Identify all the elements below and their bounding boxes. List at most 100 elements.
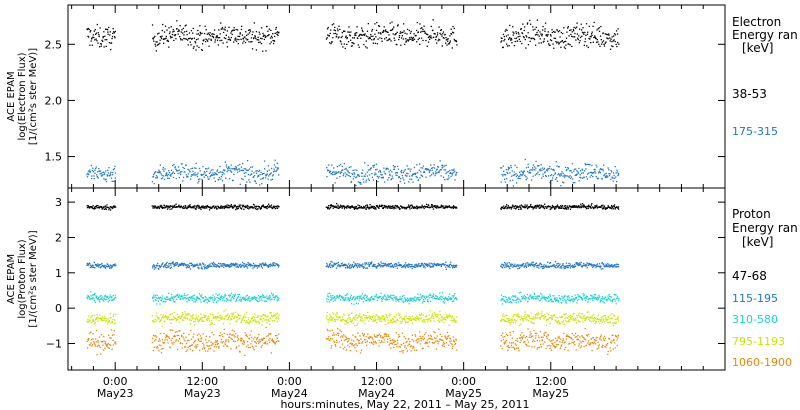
data-point xyxy=(212,263,214,265)
data-point xyxy=(331,173,333,175)
data-point xyxy=(562,263,564,265)
data-point xyxy=(355,297,357,299)
data-point xyxy=(401,175,403,177)
data-point xyxy=(223,28,225,30)
data-point xyxy=(396,172,398,174)
data-point xyxy=(327,265,329,267)
data-point xyxy=(415,264,417,266)
data-point xyxy=(617,300,619,302)
data-point xyxy=(176,294,179,296)
data-point xyxy=(237,266,239,268)
data-point xyxy=(517,268,519,270)
data-point xyxy=(589,35,591,38)
data-point xyxy=(176,262,178,264)
data-point xyxy=(426,265,428,267)
data-point xyxy=(391,29,394,31)
data-point xyxy=(88,296,90,298)
data-point xyxy=(504,178,506,180)
data-point xyxy=(517,36,519,38)
data-point xyxy=(348,26,350,28)
data-point xyxy=(373,39,375,41)
data-point xyxy=(341,206,343,208)
data-point xyxy=(218,266,220,268)
data-point xyxy=(403,179,405,181)
data-point xyxy=(184,207,186,209)
data-point xyxy=(259,315,261,317)
data-point xyxy=(199,170,201,172)
data-point xyxy=(372,205,374,208)
data-point xyxy=(250,299,252,301)
data-point xyxy=(165,173,167,175)
data-point xyxy=(355,34,357,36)
data-point xyxy=(398,176,401,178)
data-point xyxy=(500,299,502,301)
data-point xyxy=(517,265,519,267)
data-point xyxy=(563,176,566,178)
data-point xyxy=(337,261,339,264)
data-point xyxy=(197,321,199,323)
data-point xyxy=(182,180,184,182)
data-point xyxy=(421,297,423,299)
data-point xyxy=(523,206,526,208)
data-point xyxy=(97,177,99,179)
data-point xyxy=(452,296,454,298)
legend-entry: 175-315 xyxy=(732,125,778,138)
data-point xyxy=(524,174,526,176)
data-point xyxy=(534,169,536,171)
data-point xyxy=(372,264,374,266)
data-point xyxy=(346,37,348,40)
data-point xyxy=(231,205,233,207)
data-point xyxy=(536,204,538,206)
data-point xyxy=(205,38,207,40)
data-point xyxy=(265,36,267,38)
data-point xyxy=(93,314,95,316)
data-point xyxy=(502,264,504,266)
data-point xyxy=(380,261,382,263)
data-point xyxy=(221,174,223,176)
data-point xyxy=(104,317,106,320)
data-point xyxy=(566,265,568,267)
data-point xyxy=(261,295,263,298)
data-point xyxy=(608,169,610,171)
data-point xyxy=(109,264,111,266)
data-point xyxy=(358,263,360,265)
data-point xyxy=(553,30,555,33)
data-point xyxy=(563,205,565,207)
data-point xyxy=(430,25,432,28)
data-point xyxy=(224,295,226,297)
data-point xyxy=(577,37,579,39)
data-point xyxy=(363,295,365,297)
data-point xyxy=(534,206,536,208)
data-point xyxy=(223,310,225,312)
data-point xyxy=(344,206,347,208)
data-point xyxy=(571,265,573,267)
data-point xyxy=(201,297,204,299)
data-point xyxy=(369,206,371,209)
data-point xyxy=(427,299,429,301)
data-point xyxy=(219,296,221,298)
data-point xyxy=(265,300,267,302)
data-point xyxy=(197,178,200,181)
data-point xyxy=(259,207,261,209)
data-point xyxy=(592,175,594,178)
data-point xyxy=(591,264,594,266)
data-point xyxy=(95,317,97,320)
y-axis-title-line: log(Proton Flux) xyxy=(17,239,28,318)
data-point xyxy=(389,173,391,175)
data-point xyxy=(378,265,380,267)
data-point xyxy=(560,205,562,207)
data-point xyxy=(506,178,508,180)
data-point xyxy=(114,30,116,33)
data-point xyxy=(566,206,568,208)
data-point xyxy=(515,301,517,304)
data-point xyxy=(250,206,253,208)
data-point xyxy=(163,38,165,40)
data-point xyxy=(106,175,109,177)
data-point xyxy=(157,316,159,318)
data-point xyxy=(270,29,272,31)
data-point xyxy=(327,169,330,172)
data-point xyxy=(161,205,163,207)
data-point xyxy=(94,301,97,303)
data-point xyxy=(508,37,511,39)
data-point xyxy=(382,264,384,266)
